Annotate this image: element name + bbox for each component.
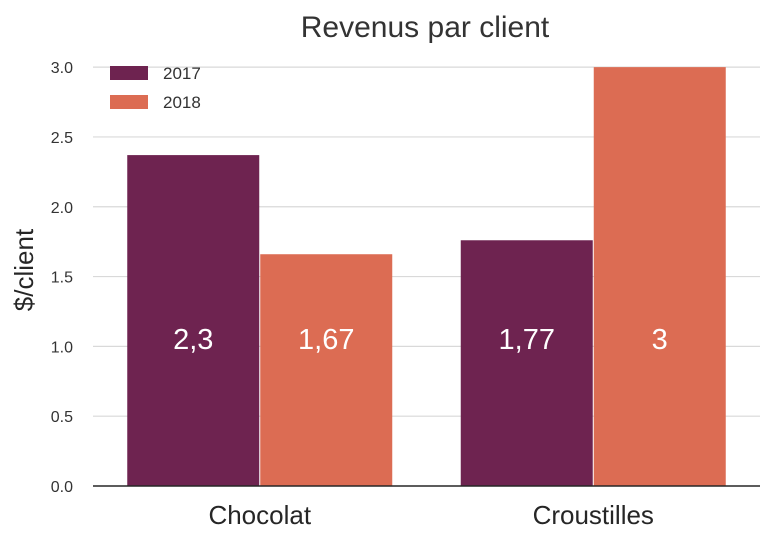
y-tick-label: 3.0 (51, 60, 73, 77)
legend: 2017 2018 (110, 64, 201, 112)
y-tick-label: 1.5 (51, 270, 73, 287)
y-tick-label: 0.0 (51, 479, 73, 496)
data-label: 1,77 (499, 324, 555, 356)
data-label: 2,3 (173, 324, 213, 356)
data-labels: 2,3 1,67 1,77 3 (173, 324, 668, 356)
y-tick-label: 2.5 (51, 130, 73, 147)
data-label: 1,67 (298, 324, 354, 356)
y-tick-label: 1.0 (51, 339, 73, 356)
legend-label: 2018 (163, 93, 201, 112)
legend-swatch (110, 95, 148, 109)
legend-label: 2017 (163, 64, 201, 83)
x-tick-label: Chocolat (208, 500, 311, 530)
y-tick-label: 0.5 (51, 409, 73, 426)
bar-2018-chocolat (260, 254, 393, 486)
bar-2017-croustilles (460, 240, 593, 486)
legend-swatch (110, 66, 148, 80)
data-label: 3 (652, 324, 668, 356)
chart-title: Revenus par client (301, 11, 550, 44)
bar-2017-chocolat (127, 155, 260, 486)
bars (127, 67, 726, 486)
x-tick-labels: Chocolat Croustilles (208, 500, 654, 530)
y-tick-label: 2.0 (51, 200, 73, 217)
bar-2018-croustilles (593, 67, 726, 486)
x-tick-label: Croustilles (533, 500, 654, 530)
y-axis-label: $/client (9, 228, 39, 311)
y-tick-labels: 0.0 0.5 1.0 1.5 2.0 2.5 3.0 (51, 60, 73, 496)
